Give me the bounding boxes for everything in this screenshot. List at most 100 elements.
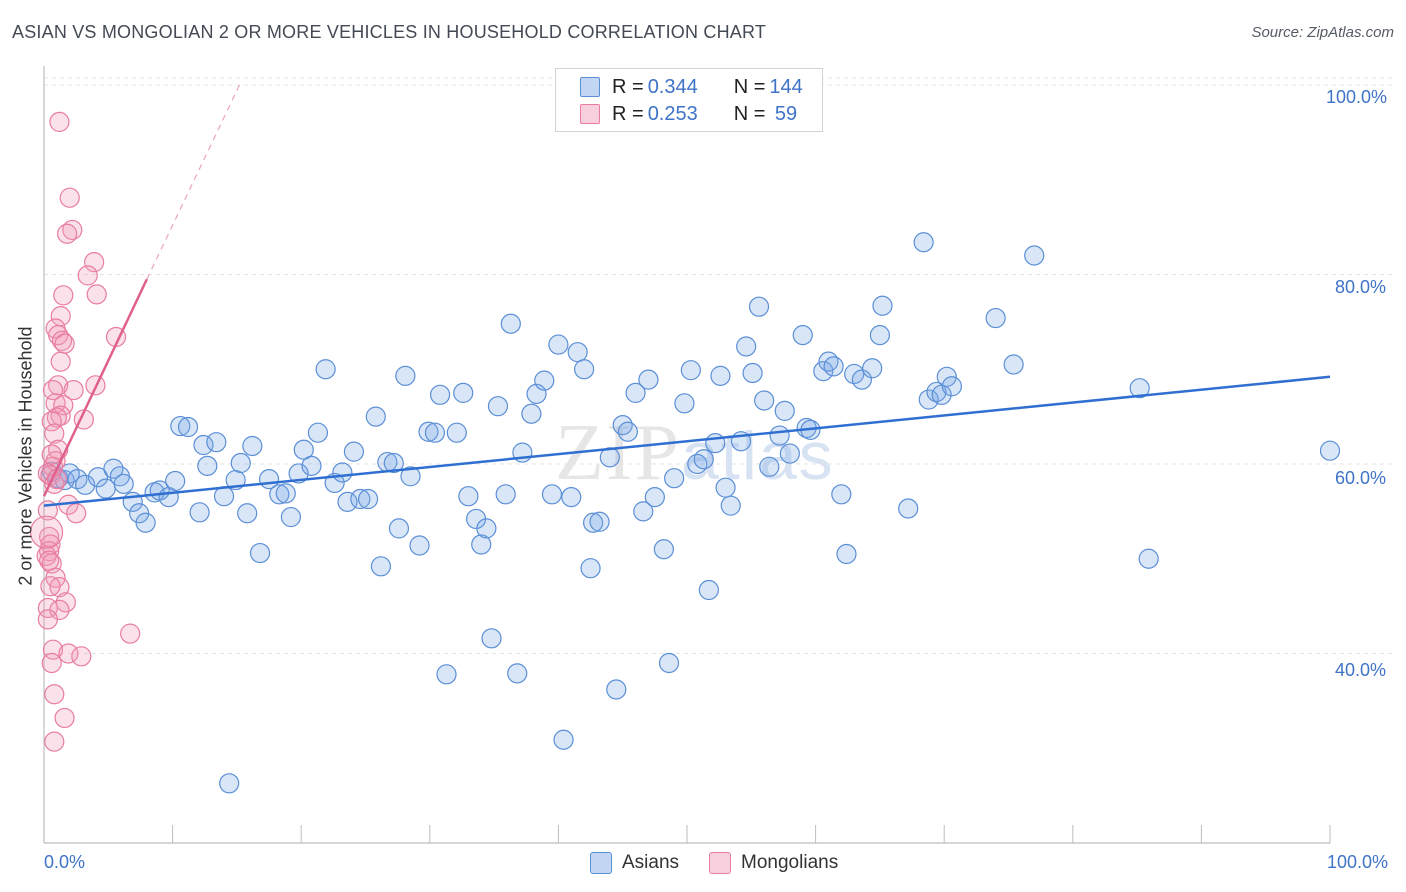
x-tick-label-min: 0.0% [44, 852, 86, 872]
data-point-asians [165, 470, 186, 492]
data-point-mongolians [120, 623, 141, 644]
data-point-asians [230, 452, 251, 474]
data-point-asians [792, 325, 813, 346]
data-point-asians [583, 512, 604, 533]
data-point-asians [754, 390, 775, 411]
data-point-mongolians [57, 223, 78, 244]
data-point-asians [269, 484, 290, 505]
data-point-asians [872, 295, 893, 316]
data-point-asians [698, 579, 719, 601]
legend-swatch-mongolians [580, 104, 600, 124]
data-point-asians [574, 359, 595, 380]
data-point-asians [177, 416, 199, 438]
data-point-asians [487, 396, 509, 417]
data-point-asians [936, 366, 957, 387]
data-point-mongolians [66, 503, 87, 524]
data-point-asians [625, 382, 646, 404]
legend-r-value: 0.253 [647, 102, 698, 125]
data-point-asians [75, 474, 96, 495]
data-point-asians [862, 358, 883, 379]
legend-r-label: R = [612, 102, 644, 125]
data-point-asians [836, 543, 857, 565]
data-point-asians [429, 384, 451, 405]
data-point-asians [831, 484, 852, 505]
data-point-asians [779, 443, 800, 464]
data-point-asians [561, 487, 582, 508]
data-point-asians [87, 467, 109, 488]
data-point-mongolians [37, 609, 58, 630]
source-label: Source: ZipAtlas.com [1251, 24, 1394, 41]
chart-title: ASIAN VS MONGOLIAN 2 OR MORE VEHICLES IN… [12, 22, 767, 42]
legend-n-label: N = [733, 102, 766, 125]
data-point-asians [481, 628, 502, 649]
y-tick-label-40: 40.0% [1335, 660, 1387, 680]
data-point-asians [674, 393, 695, 414]
data-point-asians [242, 435, 263, 457]
data-point-asians [742, 362, 763, 384]
data-point-asians [170, 415, 191, 437]
data-point-asians [534, 370, 555, 391]
data-point-asians [280, 506, 302, 528]
data-point-mongolians [44, 423, 65, 444]
data-point-mongolians [44, 684, 65, 705]
legend-swatch-asians [590, 852, 612, 874]
data-point-mongolians [58, 643, 79, 664]
y-tick-label-60: 60.0% [1335, 468, 1387, 488]
data-point-mongolians [54, 707, 75, 729]
data-point-mongolians [59, 187, 80, 208]
legend-swatch-mongolians [709, 852, 732, 874]
data-point-asians [715, 477, 736, 498]
legend-row-asians: R = 0.344 N = 144 [580, 76, 803, 98]
data-point-asians [1024, 245, 1045, 266]
data-point-mongolians [29, 515, 64, 549]
data-point-asians [293, 439, 314, 460]
data-point-asians [774, 400, 795, 422]
data-point-asians [446, 422, 467, 443]
data-point-asians [249, 542, 271, 564]
trend-line-asians [43, 375, 1331, 507]
data-point-asians [507, 663, 528, 684]
data-point-asians [759, 456, 780, 477]
data-point-asians [580, 558, 601, 579]
data-point-asians [748, 296, 770, 317]
data-point-asians [275, 483, 296, 504]
legend-r-label: R = [612, 75, 644, 98]
data-point-asians [664, 468, 685, 489]
data-point-asians [418, 421, 439, 442]
data-point-mongolians [49, 111, 70, 133]
data-point-asians [653, 539, 674, 560]
data-point-asians [769, 425, 790, 446]
data-point-asians [219, 773, 240, 794]
data-point-asians [985, 307, 1006, 329]
data-point-asians [869, 325, 891, 346]
x-tick-label-max: 100.0% [1327, 852, 1389, 872]
data-point-asians [400, 466, 421, 487]
data-point-asians [500, 313, 521, 334]
data-point-asians [383, 452, 404, 474]
data-point-asians [1129, 378, 1150, 399]
y-tick-label-80: 80.0% [1335, 277, 1387, 297]
data-point-asians [458, 486, 479, 507]
data-point-asians [315, 359, 336, 380]
data-point-mongolians [41, 652, 62, 674]
data-point-asians [288, 463, 309, 484]
data-point-asians [424, 422, 446, 443]
data-point-asians [237, 503, 258, 524]
data-point-asians [1319, 440, 1341, 461]
series-mongolians-points [29, 111, 141, 752]
legend-item-mongolians: Mongolians [709, 852, 838, 874]
data-point-asians [918, 389, 939, 410]
data-point-asians [553, 729, 574, 750]
data-point-asians [436, 664, 457, 685]
data-point-mongolians [41, 444, 62, 465]
grid-lines [44, 77, 1395, 654]
data-point-asians [693, 449, 714, 470]
data-point-mongolians [39, 550, 60, 571]
data-point-asians [1138, 548, 1159, 569]
legend-row-mongolians: R = 0.253 N = 59 [580, 103, 797, 125]
data-point-asians [189, 502, 210, 523]
data-point-mongolians [40, 576, 61, 597]
data-point-asians [941, 376, 963, 397]
legend-n-value: 144 [769, 75, 803, 98]
